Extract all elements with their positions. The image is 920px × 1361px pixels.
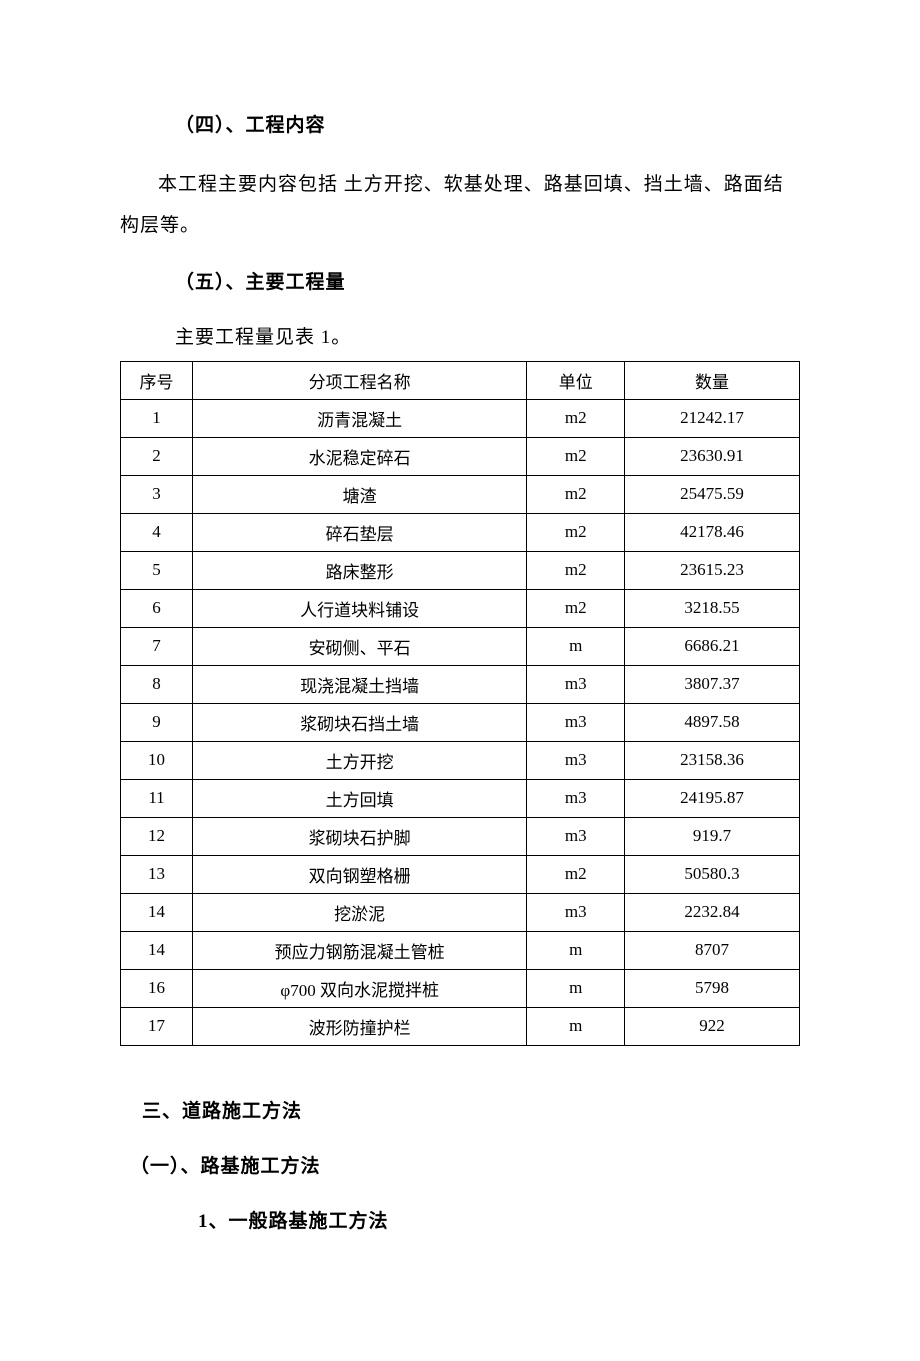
table-cell: 11 (121, 779, 193, 817)
section-3-sub2-heading: 1、一般路基施工方法 (198, 1206, 800, 1233)
table-row: 9浆砌块石挡土墙m34897.58 (121, 703, 800, 741)
table-cell: m2 (527, 513, 625, 551)
table-cell: 14 (121, 931, 193, 969)
table-cell: 8 (121, 665, 193, 703)
table-cell: 预应力钢筋混凝土管桩 (193, 931, 527, 969)
table-row: 6人行道块料铺设m23218.55 (121, 589, 800, 627)
table-row: 1沥青混凝土m221242.17 (121, 399, 800, 437)
table-header-name: 分项工程名称 (193, 361, 527, 399)
table-cell: m3 (527, 893, 625, 931)
table-cell: 土方开挖 (193, 741, 527, 779)
table-cell: 4897.58 (625, 703, 800, 741)
table-row: 14挖淤泥m32232.84 (121, 893, 800, 931)
table-row: 4碎石垫层m242178.46 (121, 513, 800, 551)
table-cell: m3 (527, 817, 625, 855)
table-header-row: 序号 分项工程名称 单位 数量 (121, 361, 800, 399)
table-cell: 8707 (625, 931, 800, 969)
table-cell: 42178.46 (625, 513, 800, 551)
section-4-body: 本工程主要内容包括 土方开挖、软基处理、路基回填、挡土墙、路面结构层等。 (120, 165, 800, 247)
table-cell: 沥青混凝土 (193, 399, 527, 437)
table-cell: 922 (625, 1007, 800, 1045)
table-cell: 23630.91 (625, 437, 800, 475)
table-cell: 浆砌块石护脚 (193, 817, 527, 855)
quantity-table: 序号 分项工程名称 单位 数量 1沥青混凝土m221242.172水泥稳定碎石m… (120, 361, 800, 1046)
table-caption: 主要工程量见表 1。 (175, 322, 800, 349)
section-5-heading: （五）、主要工程量 (175, 267, 800, 294)
table-cell: m3 (527, 703, 625, 741)
table-row: 14预应力钢筋混凝土管桩m8707 (121, 931, 800, 969)
table-cell: 919.7 (625, 817, 800, 855)
table-cell: 2232.84 (625, 893, 800, 931)
table-cell: 浆砌块石挡土墙 (193, 703, 527, 741)
table-row: 13双向钢塑格栅m250580.3 (121, 855, 800, 893)
table-cell: 16 (121, 969, 193, 1007)
section-3-main-heading: 三、道路施工方法 (142, 1096, 800, 1123)
table-row: 8现浇混凝土挡墙m33807.37 (121, 665, 800, 703)
table-cell: 3807.37 (625, 665, 800, 703)
table-cell: 23615.23 (625, 551, 800, 589)
table-header-qty: 数量 (625, 361, 800, 399)
table-row: 10土方开挖m323158.36 (121, 741, 800, 779)
table-cell: 14 (121, 893, 193, 931)
section-4-heading: （四）、工程内容 (175, 110, 800, 137)
table-cell: m2 (527, 551, 625, 589)
table-cell: 现浇混凝土挡墙 (193, 665, 527, 703)
table-cell: 土方回填 (193, 779, 527, 817)
table-cell: m2 (527, 399, 625, 437)
table-row: 12浆砌块石护脚m3919.7 (121, 817, 800, 855)
table-cell: 12 (121, 817, 193, 855)
table-cell: 24195.87 (625, 779, 800, 817)
table-cell: 人行道块料铺设 (193, 589, 527, 627)
table-cell: 波形防撞护栏 (193, 1007, 527, 1045)
table-cell: 水泥稳定碎石 (193, 437, 527, 475)
table-cell: 50580.3 (625, 855, 800, 893)
table-cell: 2 (121, 437, 193, 475)
table-cell: m3 (527, 665, 625, 703)
section-3-sub1-heading: （一）、路基施工方法 (130, 1151, 800, 1178)
table-row: 3塘渣m225475.59 (121, 475, 800, 513)
table-cell: m2 (527, 437, 625, 475)
table-cell: m (527, 627, 625, 665)
table-cell: 双向钢塑格栅 (193, 855, 527, 893)
table-row: 5路床整形m223615.23 (121, 551, 800, 589)
table-cell: 5798 (625, 969, 800, 1007)
table-cell: m3 (527, 779, 625, 817)
table-cell: m2 (527, 589, 625, 627)
table-header-seq: 序号 (121, 361, 193, 399)
table-cell: 10 (121, 741, 193, 779)
table-cell: 6 (121, 589, 193, 627)
table-row: 11土方回填m324195.87 (121, 779, 800, 817)
table-row: 7安砌侧、平石m6686.21 (121, 627, 800, 665)
table-header-unit: 单位 (527, 361, 625, 399)
table-row: 2水泥稳定碎石m223630.91 (121, 437, 800, 475)
table-cell: m (527, 931, 625, 969)
table-cell: 13 (121, 855, 193, 893)
table-cell: 5 (121, 551, 193, 589)
table-cell: 6686.21 (625, 627, 800, 665)
table-cell: 路床整形 (193, 551, 527, 589)
table-cell: 3218.55 (625, 589, 800, 627)
table-cell: m (527, 969, 625, 1007)
table-cell: m2 (527, 475, 625, 513)
table-cell: 17 (121, 1007, 193, 1045)
table-cell: m (527, 1007, 625, 1045)
table-cell: 挖淤泥 (193, 893, 527, 931)
table-cell: m2 (527, 855, 625, 893)
table-cell: 碎石垫层 (193, 513, 527, 551)
table-cell: 塘渣 (193, 475, 527, 513)
table-cell: 21242.17 (625, 399, 800, 437)
table-cell: 9 (121, 703, 193, 741)
table-row: 17波形防撞护栏m922 (121, 1007, 800, 1045)
table-cell: 25475.59 (625, 475, 800, 513)
table-cell: 4 (121, 513, 193, 551)
table-cell: 安砌侧、平石 (193, 627, 527, 665)
table-cell: 1 (121, 399, 193, 437)
table-cell: 7 (121, 627, 193, 665)
table-cell: φ700 双向水泥搅拌桩 (193, 969, 527, 1007)
table-cell: m3 (527, 741, 625, 779)
table-cell: 3 (121, 475, 193, 513)
table-row: 16φ700 双向水泥搅拌桩m5798 (121, 969, 800, 1007)
table-cell: 23158.36 (625, 741, 800, 779)
